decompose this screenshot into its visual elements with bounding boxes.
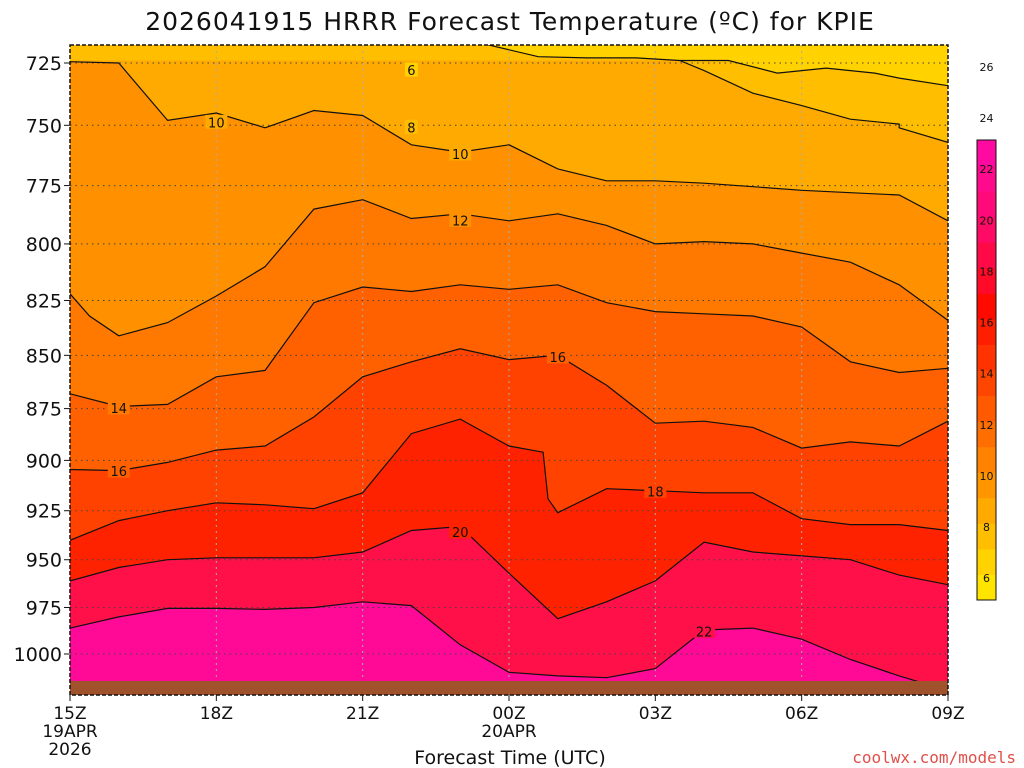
x-axis-label: Forecast Time (UTC) bbox=[414, 747, 605, 768]
x-tick-label: 03Z bbox=[639, 704, 672, 724]
colorbar-swatch bbox=[977, 472, 996, 499]
x-tick-label: 06Z bbox=[785, 704, 818, 724]
isotherm-label-bg bbox=[644, 483, 667, 498]
colorbar-tick-label: 12 bbox=[980, 419, 994, 432]
isotherm-label-22: 22 bbox=[696, 625, 713, 640]
isotherm-label-14: 14 bbox=[111, 402, 128, 417]
colorbar-tick-label: 10 bbox=[980, 470, 994, 483]
isotherm-16 bbox=[70, 348, 948, 472]
isotherm-label-bg bbox=[546, 349, 569, 364]
credit-text: coolwx.com/models bbox=[852, 748, 1016, 767]
x-tick-label: 15Z bbox=[53, 704, 86, 724]
isotherm-label-bg bbox=[107, 463, 130, 478]
colorbar-swatch bbox=[977, 191, 996, 218]
isotherm-label-10: 10 bbox=[208, 116, 225, 131]
y-tick-label: 900 bbox=[26, 450, 62, 472]
isotherm-6 bbox=[486, 45, 948, 87]
isotherm-label-18: 18 bbox=[647, 485, 664, 500]
y-tick-label: 800 bbox=[26, 234, 62, 256]
isotherm-10 bbox=[70, 61, 948, 222]
colorbar-tick-label: 16 bbox=[980, 317, 994, 330]
isotherm-20 bbox=[70, 525, 948, 620]
y-tick-label: 975 bbox=[26, 597, 62, 619]
isotherm-label-16: 16 bbox=[550, 351, 567, 366]
colorbar-swatch bbox=[977, 165, 996, 192]
isotherm-labels: 6 8 10 10 12 14 16 16 18 20 22 bbox=[107, 62, 716, 640]
isotherm-8 bbox=[679, 59, 948, 143]
ground-surface bbox=[70, 681, 948, 695]
colorbar-swatch bbox=[977, 267, 996, 294]
isotherm-label-10: 10 bbox=[452, 148, 469, 163]
colorbar-swatch bbox=[977, 293, 996, 320]
colorbar-swatch bbox=[977, 344, 996, 371]
fill-band-8 bbox=[70, 45, 948, 221]
y-tick-label: 1000 bbox=[14, 644, 62, 666]
isotherm-14 bbox=[70, 284, 948, 408]
fill-band-4 bbox=[488, 45, 948, 86]
plot-frame bbox=[69, 44, 949, 696]
colorbar-tick-label: 24 bbox=[980, 112, 994, 125]
y-tick-label: 775 bbox=[26, 176, 62, 198]
colorbar-tick-label: 18 bbox=[980, 265, 994, 278]
chart-title: 2026041915 HRRR Forecast Temperature (ºC… bbox=[145, 7, 875, 36]
colorbar-tick-label: 20 bbox=[980, 214, 994, 227]
isotherm-12 bbox=[70, 199, 948, 337]
isotherm-label-bg bbox=[107, 400, 130, 415]
isotherm-label-8: 8 bbox=[407, 121, 415, 136]
y-tick-label: 825 bbox=[26, 290, 62, 312]
isotherm-label-16: 16 bbox=[111, 465, 128, 480]
y-tick-label: 875 bbox=[26, 399, 62, 421]
x-tick-label: 18Z bbox=[200, 704, 233, 724]
x-tick-year: 2026 bbox=[48, 740, 91, 760]
isotherm-label-12: 12 bbox=[452, 214, 469, 229]
isotherm-label-bg bbox=[205, 114, 228, 129]
isotherm-22 bbox=[70, 601, 924, 684]
colorbar-tick-label: 22 bbox=[980, 163, 994, 176]
y-tick-label: 850 bbox=[26, 345, 62, 367]
colorbar-swatch bbox=[977, 421, 996, 448]
colorbar-tick-label: 26 bbox=[980, 61, 994, 74]
colorbar-swatch bbox=[977, 370, 996, 397]
x-tick-date: 20APR bbox=[481, 722, 537, 742]
y-axis: 725 750 775 800 825 850 875 900 925 950 975 1000 bbox=[14, 53, 70, 666]
colorbar-swatch bbox=[977, 548, 996, 575]
x-tick-label: 00Z bbox=[492, 704, 525, 724]
colorbar-swatch bbox=[977, 497, 996, 524]
colorbar-swatch bbox=[977, 216, 996, 243]
colorbar-swatch bbox=[977, 574, 996, 601]
isotherm-label-bg bbox=[449, 524, 472, 539]
isotherm-label-6: 6 bbox=[407, 64, 415, 79]
x-tick-label: 09Z bbox=[931, 704, 964, 724]
isotherm-label-bg bbox=[449, 146, 472, 161]
colorbar-swatch bbox=[977, 140, 996, 167]
x-tick-date: 19APR bbox=[42, 722, 98, 742]
isotherm-label-bg bbox=[404, 119, 418, 134]
fill-band-6 bbox=[70, 45, 948, 143]
isotherm-lines bbox=[70, 45, 948, 684]
colorbar-swatch bbox=[977, 318, 996, 345]
colorbar-tick-label: 6 bbox=[983, 572, 990, 585]
colorbar-tick-label: 14 bbox=[980, 368, 994, 381]
colorbar-frame bbox=[976, 139, 997, 601]
isotherm-label-bg bbox=[404, 62, 418, 77]
colorbar-swatch bbox=[977, 242, 996, 269]
isotherm-18 bbox=[70, 418, 948, 541]
colorbar-swatch bbox=[977, 523, 996, 550]
y-tick-label: 725 bbox=[26, 53, 62, 75]
y-tick-label: 750 bbox=[26, 115, 62, 137]
isotherm-label-bg bbox=[449, 212, 472, 227]
y-tick-label: 925 bbox=[26, 501, 62, 523]
y-tick-label: 950 bbox=[26, 550, 62, 572]
colorbar: 6 8 10 12 14 16 18 20 22 24 26 bbox=[976, 61, 997, 601]
colorbar-swatch bbox=[977, 395, 996, 422]
colorbar-swatch bbox=[977, 446, 996, 473]
isotherm-label-20: 20 bbox=[452, 526, 469, 541]
isotherm-label-bg bbox=[693, 623, 716, 638]
x-tick-label: 21Z bbox=[346, 704, 379, 724]
colorbar-tick-label: 8 bbox=[983, 521, 990, 534]
